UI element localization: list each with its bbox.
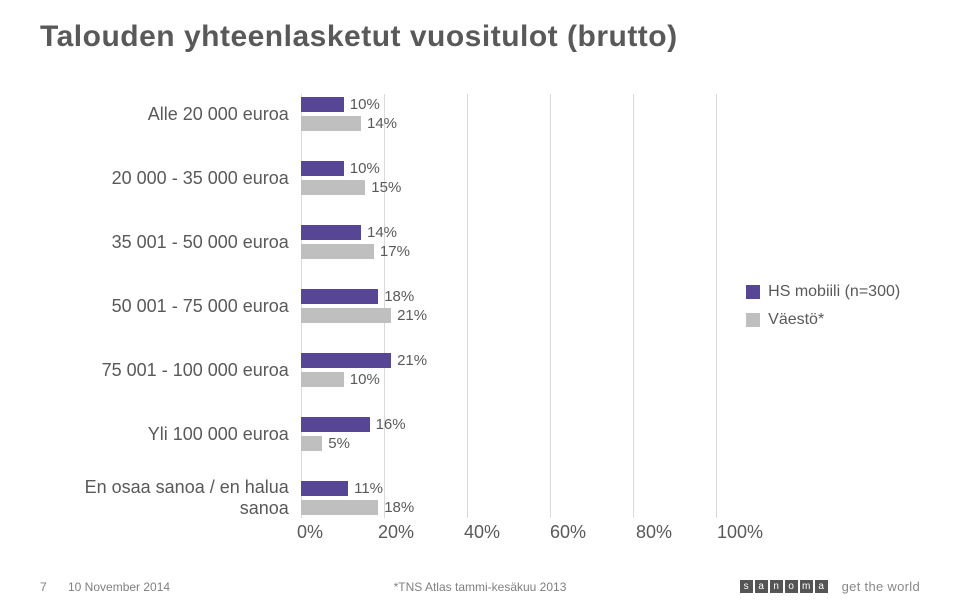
legend-swatch [746,313,760,327]
bar-value: 21% [397,352,427,369]
brand-logo: sanoma [740,580,828,593]
bar-value: 10% [350,96,380,113]
bar-row: 18%21% [301,286,716,326]
bar [301,116,361,131]
footer: 7 10 November 2014 *TNS Atlas tammi-kesä… [0,579,960,594]
bar [301,97,344,112]
bar-value: 5% [328,435,350,452]
bar-value: 10% [350,160,380,177]
chart: Alle 20 000 euroa 20 000 - 35 000 euroa 35… [40,94,920,518]
category-label: Yli 100 000 euroa [40,414,301,454]
page-title: Talouden yhteenlasketut vuositulot (brut… [40,20,920,54]
brand-letter: m [800,580,813,593]
legend-label: Väestö* [768,311,824,329]
brand-letter: o [785,580,798,593]
bar-row: 14%17% [301,222,716,262]
bar [301,353,391,368]
brand-letter: a [815,580,828,593]
bar-value: 10% [350,371,380,388]
bar-value: 15% [371,179,401,196]
bar-row: 21% 10% [301,350,716,390]
bar [301,289,378,304]
bar [301,436,323,451]
category-label: 75 001 - 100 000 euroa [40,350,301,390]
category-label: 20 000 - 35 000 euroa [40,158,301,198]
legend-swatch [746,285,760,299]
footer-source: *TNS Atlas tammi-kesäkuu 2013 [394,580,567,594]
footer-date: 10 November 2014 [68,580,170,594]
bar [301,417,370,432]
bar-row: 16% 5% [301,414,716,454]
brand-tagline: get the world [842,579,920,594]
category-label: En osaa sanoa / en halua sanoa [40,478,301,518]
axis-tick: 20% [378,522,414,543]
bar-row: 10%14% [301,94,716,134]
chart-legend: HS mobiili (n=300) Väestö* [716,94,920,518]
legend-item: HS mobiili (n=300) [746,283,920,301]
bar [301,481,348,496]
axis-tick: 0% [297,522,323,543]
bar-value: 18% [384,499,414,516]
bar-value: 11% [354,480,383,497]
axis-tick: 100% [717,522,763,543]
bar [301,372,344,387]
bar-value: 18% [384,288,414,305]
page-number: 7 [40,580,60,594]
bar [301,225,361,240]
bar-value: 14% [367,115,397,132]
legend-item: Väestö* [746,311,920,329]
bar [301,308,391,323]
brand-letter: a [755,580,768,593]
axis-tick: 60% [550,522,586,543]
brand-letter: n [770,580,783,593]
axis-tick: 80% [636,522,672,543]
category-label: 50 001 - 75 000 euroa [40,286,301,326]
category-label: 35 001 - 50 000 euroa [40,222,301,262]
gridline [716,94,717,518]
chart-x-axis: 0%20%40%60%80%100% [310,518,740,546]
bar-value: 17% [380,243,410,260]
brand-letter: s [740,580,753,593]
axis-tick: 40% [464,522,500,543]
bar-value: 14% [367,224,397,241]
bar-value: 21% [397,307,427,324]
bar-row: 11%18% [301,478,716,518]
category-label: Alle 20 000 euroa [40,94,301,134]
bar-row: 10%15% [301,158,716,198]
bar [301,244,374,259]
bar [301,161,344,176]
bar [301,180,366,195]
bar-value: 16% [376,416,406,433]
bar [301,500,378,515]
legend-label: HS mobiili (n=300) [768,283,900,301]
